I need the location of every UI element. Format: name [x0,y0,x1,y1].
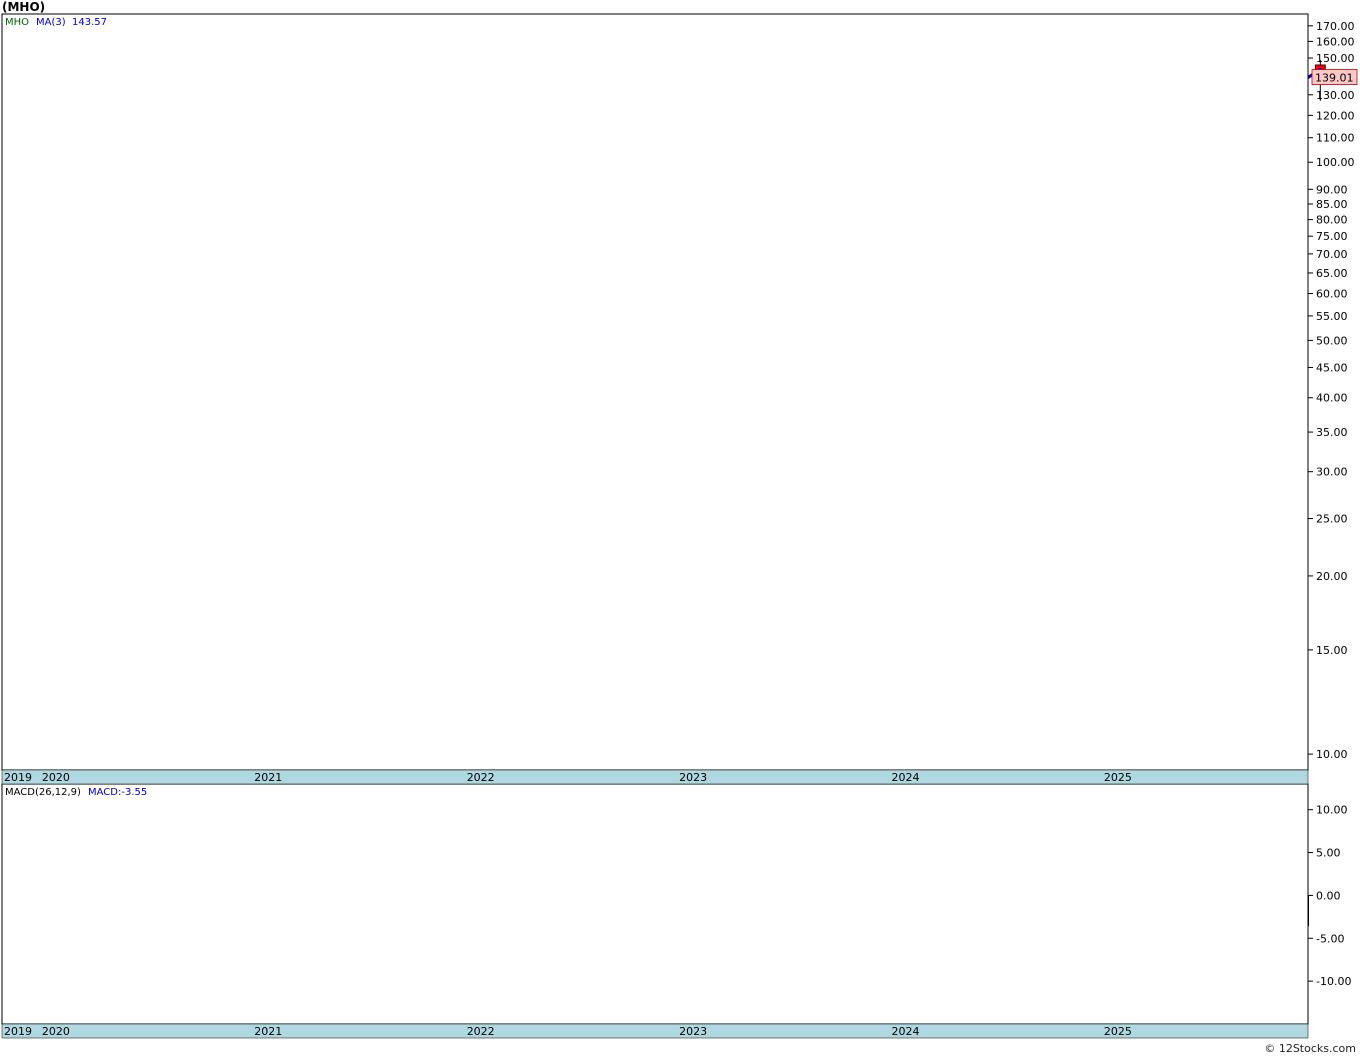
price-tick-label: 45.00 [1316,361,1348,374]
price-tick-label: 150.00 [1316,52,1355,65]
price-year-band [1,769,1309,785]
price-tick-label: 30.00 [1316,466,1348,479]
price-tick-label: 130.00 [1316,89,1355,102]
price-tick-label: 65.00 [1316,267,1348,280]
year-label: 2024 [892,1025,920,1038]
macd-year-band [1,1023,1309,1039]
price-tick-label: 160.00 [1316,35,1355,48]
last-price-label: 139.01 [1315,72,1354,85]
macd-tick-label: 0.00 [1316,889,1341,902]
price-tick-label: 90.00 [1316,183,1348,196]
year-label: 2019 [4,771,32,784]
price-panel-frame [1,13,1309,771]
price-tick-label: 20.00 [1316,570,1348,583]
legend-macd-value: MACD:-3.55 [88,787,147,798]
price-tick-label: 110.00 [1316,132,1355,145]
year-label: 2022 [467,771,495,784]
year-label: 2022 [467,1025,495,1038]
year-label: 2023 [679,1025,707,1038]
legend-ticker: MHO [5,17,29,28]
macd-tick-label: -10.00 [1316,975,1351,988]
year-label: 2025 [1104,771,1132,784]
price-tick-label: 25.00 [1316,513,1348,526]
price-tick-label: 170.00 [1316,20,1355,33]
year-label: 2020 [42,1025,70,1038]
macd-panel-frame [1,783,1309,1025]
price-tick-label: 75.00 [1316,230,1348,243]
macd-tick-label: 5.00 [1316,847,1341,860]
chart-title: (MHO) [2,0,46,14]
price-tick-label: 55.00 [1316,310,1348,323]
price-tick-label: 70.00 [1316,248,1348,261]
price-tick-label: 40.00 [1316,392,1348,405]
year-label: 2021 [254,771,282,784]
price-tick-label: 10.00 [1316,748,1348,761]
price-tick-label: 35.00 [1316,426,1348,439]
year-label: 2024 [892,771,920,784]
macd-tick-label: -5.00 [1316,932,1344,945]
year-label: 2020 [42,771,70,784]
copyright-footer: © 12Stocks.com [1264,1042,1356,1055]
price-tick-label: 50.00 [1316,334,1348,347]
year-label: 2023 [679,771,707,784]
labels: 10.00 15.00 20.00 25.00 30.00 35.00 40.00 45.00… [4,17,1358,1038]
price-tick-label: 60.00 [1316,288,1348,301]
legend-macd-label: MACD(26,12,9) [5,787,81,798]
legend-ma-label: MA(3) [36,17,66,28]
price-tick-label: 120.00 [1316,109,1355,122]
last-price-box [1311,69,1358,85]
price-tick-label: 15.00 [1316,644,1348,657]
axes [1,13,1313,1039]
year-label: 2021 [254,1025,282,1038]
price-tick-label: 100.00 [1316,156,1355,169]
year-label: 2019 [4,1025,32,1038]
legend-ma-value: 143.57 [72,17,107,28]
macd-tick-label: 10.00 [1316,804,1348,817]
price-tick-label: 80.00 [1316,214,1348,227]
year-label: 2025 [1104,1025,1132,1038]
price-tick-label: 85.00 [1316,198,1348,211]
